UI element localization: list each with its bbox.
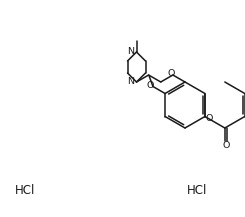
- Text: HCl: HCl: [15, 184, 35, 197]
- Text: O: O: [146, 81, 154, 90]
- Text: O: O: [206, 113, 213, 123]
- Text: N: N: [127, 77, 135, 87]
- Text: HCl: HCl: [187, 184, 207, 197]
- Text: O: O: [167, 69, 175, 79]
- Text: N: N: [127, 48, 135, 56]
- Text: O: O: [223, 141, 230, 150]
